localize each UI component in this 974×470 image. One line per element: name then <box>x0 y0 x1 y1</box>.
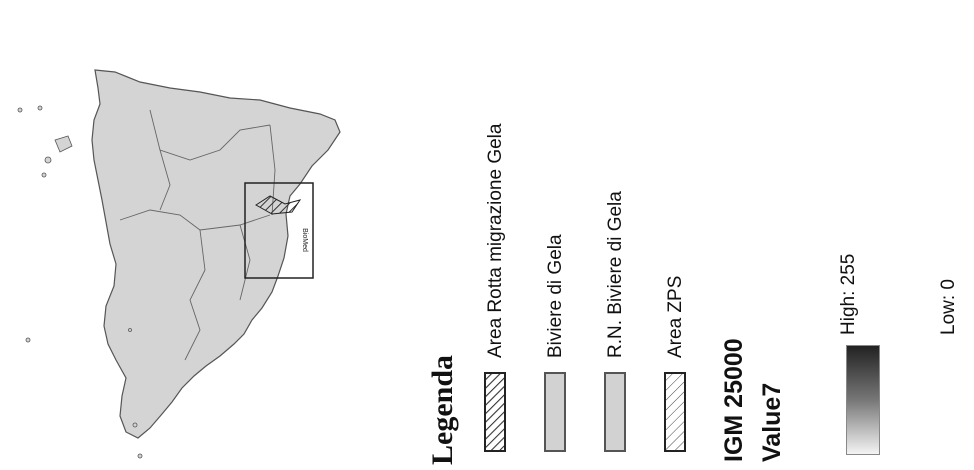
inset-box: BioMed <box>244 182 314 279</box>
legend-swatch-biviere <box>544 372 566 452</box>
raster-band: Value7 <box>758 382 786 462</box>
legend-label-area-zps: Area ZPS <box>665 275 686 358</box>
gradient-ramp <box>846 345 880 455</box>
legend-swatch-area-rotta <box>484 372 506 452</box>
high-label: High: 255 <box>838 253 859 335</box>
legend-label-biviere: Biviere di Gela <box>545 234 566 358</box>
inset-label: BioMed <box>301 228 308 252</box>
legend-label-area-rotta: Area Rotta migrazione Gela <box>485 123 506 358</box>
small-islands <box>17 105 143 459</box>
legend-label-rn-biviere: R.N. Biviere di Gela <box>605 191 626 358</box>
raster-title: IGM 25000 <box>720 338 748 462</box>
sicily-landmass <box>91 69 341 439</box>
legend-swatch-rn-biviere <box>604 372 626 452</box>
legend-swatch-area-zps <box>664 372 686 452</box>
sicily-map: BioMed <box>17 69 341 459</box>
legend-title: Legenda <box>426 354 459 465</box>
legend: Legenda Area Rotta migrazione Gela Bivie… <box>420 0 974 470</box>
low-label: Low: 0 <box>938 279 959 335</box>
